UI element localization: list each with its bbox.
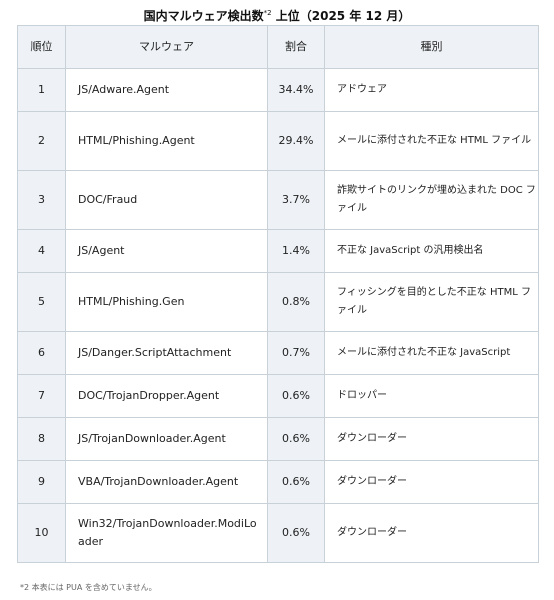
- table-row: 1 JS/Adware.Agent 34.4% アドウェア: [17, 68, 539, 112]
- malware-name-cell: Win32/TrojanDownloader.ModiLoader: [65, 503, 268, 563]
- malware-name-cell: DOC/Fraud: [65, 170, 268, 230]
- footnote: *2 本表には PUA を含めていません。: [20, 583, 157, 592]
- type-cell: 不正な JavaScript の汎用検出名: [324, 229, 539, 273]
- malware-name-cell: DOC/TrojanDropper.Agent: [65, 374, 268, 418]
- table-row: 6 JS/Danger.ScriptAttachment 0.7% メールに添付…: [17, 331, 539, 375]
- rank-cell: 6: [17, 331, 66, 375]
- type-cell: メールに添付された不正な HTML ファイル: [324, 111, 539, 171]
- rank-cell: 5: [17, 272, 66, 332]
- rank-cell: 8: [17, 417, 66, 461]
- ratio-cell: 29.4%: [267, 111, 325, 171]
- rank-cell: 10: [17, 503, 66, 563]
- header-rank: 順位: [17, 25, 66, 69]
- malware-name-cell: HTML/Phishing.Agent: [65, 111, 268, 171]
- table-row: 10 Win32/TrojanDownloader.ModiLoader 0.6…: [17, 503, 539, 563]
- rank-cell: 9: [17, 460, 66, 504]
- ratio-cell: 34.4%: [267, 68, 325, 112]
- table-header-row: 順位 マルウェア 割合 種別: [17, 25, 539, 69]
- ratio-cell: 0.6%: [267, 374, 325, 418]
- type-cell: メールに添付された不正な JavaScript: [324, 331, 539, 375]
- type-cell: ドロッパー: [324, 374, 539, 418]
- table-row: 5 HTML/Phishing.Gen 0.8% フィッシングを目的とした不正な…: [17, 272, 539, 332]
- type-cell: ダウンローダー: [324, 460, 539, 504]
- table-row: 3 DOC/Fraud 3.7% 詐欺サイトのリンクが埋め込まれた DOC ファ…: [17, 170, 539, 230]
- rank-cell: 2: [17, 111, 66, 171]
- table-row: 7 DOC/TrojanDropper.Agent 0.6% ドロッパー: [17, 374, 539, 418]
- malware-name-cell: VBA/TrojanDownloader.Agent: [65, 460, 268, 504]
- table-title-suffix: 上位（2025 年 12 月）: [271, 9, 411, 23]
- rank-cell: 3: [17, 170, 66, 230]
- ratio-cell: 1.4%: [267, 229, 325, 273]
- type-cell: フィッシングを目的とした不正な HTML ファイル: [324, 272, 539, 332]
- ratio-cell: 3.7%: [267, 170, 325, 230]
- malware-name-cell: JS/Adware.Agent: [65, 68, 268, 112]
- type-cell: ダウンローダー: [324, 503, 539, 563]
- table-row: 4 JS/Agent 1.4% 不正な JavaScript の汎用検出名: [17, 229, 539, 273]
- table-title: 国内マルウェア検出数*2 上位（2025 年 12 月）: [0, 5, 554, 24]
- malware-ranking-table: 順位 マルウェア 割合 種別 1 JS/Adware.Agent 34.4% ア…: [17, 25, 539, 563]
- rank-cell: 4: [17, 229, 66, 273]
- rank-cell: 1: [17, 68, 66, 112]
- type-cell: アドウェア: [324, 68, 539, 112]
- table-title-main: 国内マルウェア検出数: [143, 9, 264, 23]
- header-ratio: 割合: [267, 25, 325, 69]
- table-row: 9 VBA/TrojanDownloader.Agent 0.6% ダウンローダ…: [17, 460, 539, 504]
- malware-name-cell: JS/Agent: [65, 229, 268, 273]
- ratio-cell: 0.8%: [267, 272, 325, 332]
- ratio-cell: 0.6%: [267, 460, 325, 504]
- ratio-cell: 0.6%: [267, 417, 325, 461]
- malware-name-cell: JS/Danger.ScriptAttachment: [65, 331, 268, 375]
- footnote-marker: *2: [263, 9, 272, 17]
- type-cell: 詐欺サイトのリンクが埋め込まれた DOC ファイル: [324, 170, 539, 230]
- rank-cell: 7: [17, 374, 66, 418]
- ratio-cell: 0.6%: [267, 503, 325, 563]
- malware-name-cell: JS/TrojanDownloader.Agent: [65, 417, 268, 461]
- table-row: 8 JS/TrojanDownloader.Agent 0.6% ダウンローダー: [17, 417, 539, 461]
- table-row: 2 HTML/Phishing.Agent 29.4% メールに添付された不正な…: [17, 111, 539, 171]
- ratio-cell: 0.7%: [267, 331, 325, 375]
- header-type: 種別: [324, 25, 539, 69]
- header-malware: マルウェア: [65, 25, 268, 69]
- type-cell: ダウンローダー: [324, 417, 539, 461]
- malware-name-cell: HTML/Phishing.Gen: [65, 272, 268, 332]
